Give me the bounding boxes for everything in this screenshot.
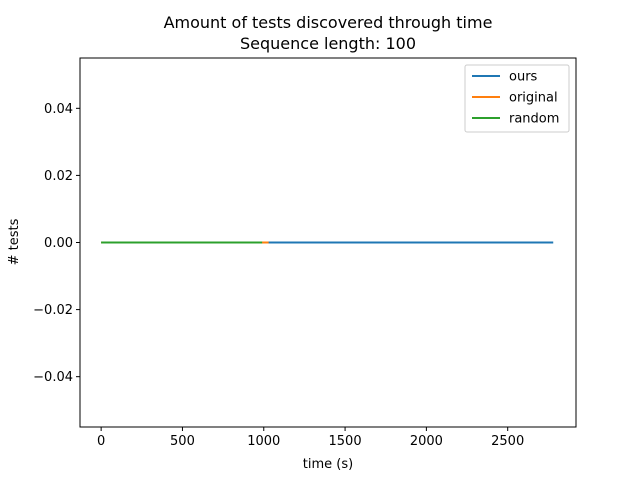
chart-subtitle: Sequence length: 100: [240, 34, 416, 53]
x-tick-label: 2000: [410, 434, 443, 449]
y-tick-label: −0.04: [33, 370, 73, 385]
legend-items: ours original random: [472, 70, 559, 127]
x-axis-ticks: 0 500 1000 1500 2000 2500: [97, 427, 524, 449]
legend-frame: [464, 64, 570, 133]
legend-label-ours: ours: [509, 70, 538, 85]
x-tick-label: 0: [97, 434, 105, 449]
x-tick-label: 1000: [247, 434, 280, 449]
x-axis-label: time (s): [303, 457, 353, 472]
legend: ours original random: [464, 64, 570, 133]
y-tick-label: 0.00: [44, 236, 73, 251]
plot-frame: [79, 57, 577, 428]
x-tick-label: 2500: [491, 434, 524, 449]
x-tick-label: 500: [170, 434, 195, 449]
y-axis-label: # tests: [7, 218, 22, 265]
y-tick-label: 0.02: [44, 169, 73, 184]
legend-label-random: random: [509, 112, 559, 127]
chart-title: Amount of tests discovered through time: [164, 13, 493, 32]
y-tick-label: −0.02: [33, 303, 73, 318]
legend-label-original: original: [509, 91, 558, 106]
x-tick-label: 1500: [329, 434, 362, 449]
y-tick-label: 0.04: [44, 102, 73, 117]
y-axis-ticks: 0.04 0.02 0.00 −0.02 −0.04: [33, 102, 80, 385]
